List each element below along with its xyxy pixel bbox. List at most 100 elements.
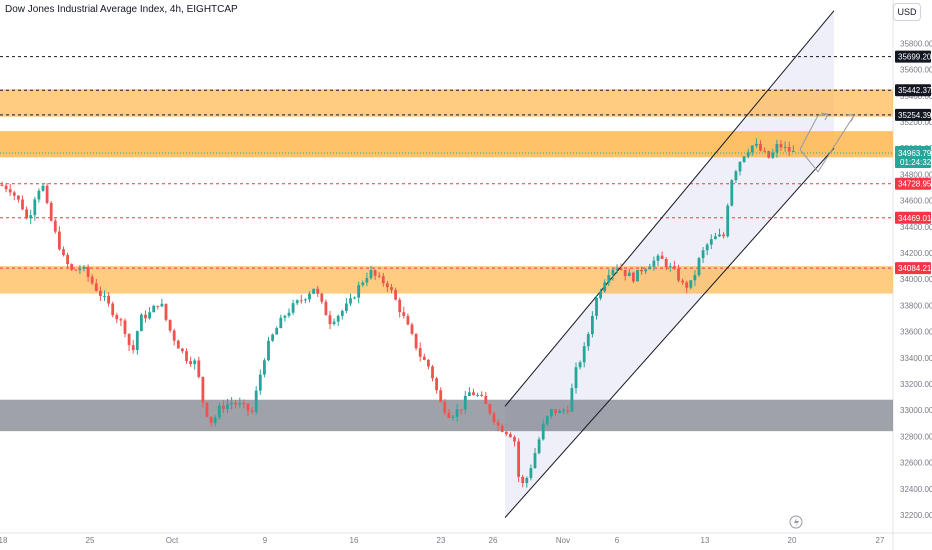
- x-tick-label: 23: [437, 536, 446, 545]
- x-tick-label: 13: [701, 536, 710, 545]
- candle-body-64: [263, 360, 266, 375]
- candle-body-21: [86, 266, 90, 277]
- last-price-label: 34963.79: [898, 149, 932, 158]
- candle-body-41: [168, 319, 172, 331]
- currency-button[interactable]: USD: [893, 3, 921, 21]
- price-tag-bg-4: [895, 211, 931, 224]
- candle-body-154: [632, 272, 635, 282]
- candle-body-78: [320, 293, 324, 302]
- price-tag-bg-3: [895, 177, 931, 190]
- candle-body-124: [509, 434, 512, 438]
- candle-body-120: [492, 413, 496, 423]
- candle-body-147: [603, 282, 607, 292]
- candle-body-150: [615, 268, 619, 270]
- candle-body-122: [500, 425, 504, 432]
- y-tick-label: 34200.00: [900, 249, 932, 258]
- candle-body-129: [529, 468, 533, 478]
- candle-body-99: [406, 316, 410, 325]
- candle-body-59: [242, 403, 246, 405]
- price-tag-bg-0: [895, 50, 931, 63]
- candle-body-25: [103, 295, 106, 297]
- candle-body-103: [422, 356, 426, 360]
- lightning-icon-glyph: [794, 517, 799, 527]
- x-tick-label: 18: [0, 536, 8, 545]
- candle-body-157: [644, 269, 648, 272]
- candle-body-175: [718, 234, 721, 237]
- candle-body-50: [205, 402, 209, 417]
- candle-body-123: [504, 431, 508, 435]
- candle-body-56: [230, 402, 233, 405]
- channel-upper-line[interactable]: [504, 10, 835, 407]
- candle-body-52: [213, 417, 217, 424]
- lightning-icon[interactable]: [789, 515, 803, 529]
- chart-title: Dow Jones Industrial Average Index, 4h, …: [5, 4, 238, 15]
- projection-path-2[interactable]: [799, 115, 855, 173]
- price-tag-bg-1: [895, 84, 931, 97]
- y-tick-label: 32200.00: [900, 511, 932, 520]
- candle-body-152: [623, 269, 627, 277]
- candle-body-193: [791, 151, 795, 153]
- candle-body-17: [70, 264, 74, 270]
- candle-body-156: [640, 269, 643, 272]
- candle-body-173: [709, 239, 713, 245]
- x-tick-label: 27: [876, 536, 885, 545]
- price-tag-label-0: 35699.20: [898, 53, 932, 62]
- candle-body-76: [312, 288, 315, 294]
- candle-body-141: [578, 362, 582, 368]
- candle-body-100: [410, 324, 414, 334]
- projection-path-1[interactable]: [799, 113, 829, 150]
- candle-body-90: [369, 270, 373, 279]
- candle-body-54: [222, 405, 225, 410]
- candle-body-121: [496, 422, 500, 426]
- candle-body-125: [513, 437, 516, 442]
- x-tick-label: 9: [263, 536, 268, 545]
- y-tick-label: 33000.00: [900, 406, 932, 415]
- candle-body-89: [365, 278, 369, 283]
- candle-body-143: [586, 334, 590, 347]
- candle-body-136: [558, 410, 561, 414]
- candle-body-81: [332, 321, 336, 325]
- candle-body-138: [566, 410, 570, 412]
- candle-body-151: [619, 268, 623, 270]
- candle-body-51: [209, 416, 213, 424]
- y-tick-label: 33200.00: [900, 380, 932, 389]
- candle-body-148: [607, 274, 611, 283]
- candle-body-142: [582, 346, 586, 363]
- candle-body-44: [181, 348, 184, 352]
- candle-body-184: [755, 143, 758, 146]
- candle-body-180: [738, 161, 742, 172]
- candle-body-112: [459, 409, 463, 411]
- candle-body-108: [443, 401, 447, 413]
- candle-body-185: [759, 143, 762, 151]
- candle-body-96: [394, 289, 397, 300]
- candle-body-40: [164, 303, 168, 320]
- candle-body-167: [685, 282, 689, 288]
- candle-body-116: [476, 394, 479, 396]
- candle-body-68: [279, 317, 283, 329]
- candle-body-109: [447, 412, 451, 418]
- y-tick-label: 34000.00: [900, 275, 932, 284]
- channel-lower-line[interactable]: [504, 147, 835, 518]
- candle-body-177: [726, 205, 730, 237]
- candle-body-144: [591, 315, 594, 335]
- y-tick-label: 33800.00: [900, 301, 932, 310]
- candle-body-16: [66, 255, 69, 265]
- candle-body-179: [734, 171, 738, 181]
- candle-body-35: [144, 314, 147, 319]
- candle-body-117: [480, 394, 484, 397]
- x-tick-label: 6: [615, 536, 620, 545]
- x-tick-label: 25: [86, 536, 95, 545]
- candle-body-37: [152, 305, 156, 313]
- y-tick-label: 35600.00: [900, 66, 932, 75]
- y-tick-label: 34600.00: [900, 197, 932, 206]
- candle-body-106: [435, 378, 438, 391]
- candle-body-188: [771, 152, 775, 158]
- x-tick-label: Oct: [166, 536, 179, 545]
- candle-body-31: [127, 333, 131, 346]
- resistance-zone-upper: [0, 89, 893, 117]
- candle-body-176: [722, 234, 725, 237]
- candle-body-105: [431, 366, 434, 379]
- y-tick-label: 35800.00: [900, 39, 932, 48]
- candle-body-186: [763, 150, 766, 152]
